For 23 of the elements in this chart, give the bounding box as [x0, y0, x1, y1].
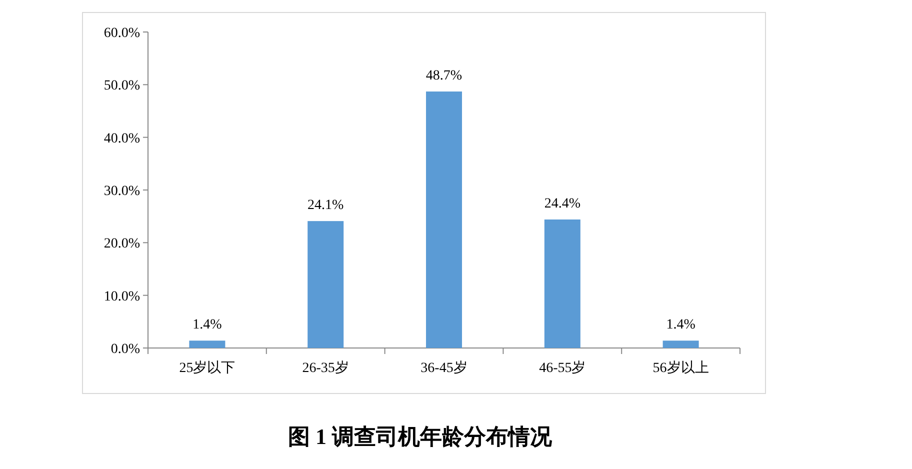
- y-tick-label: 40.0%: [104, 131, 140, 146]
- y-tick-label: 0.0%: [110, 342, 140, 357]
- bar: [662, 340, 699, 348]
- y-tick-label: 30.0%: [104, 184, 140, 199]
- bar: [308, 221, 344, 348]
- y-tick-label: 60.0%: [104, 26, 140, 41]
- bar: [544, 219, 580, 348]
- bar: [189, 340, 226, 348]
- y-tick-label: 10.0%: [104, 289, 140, 304]
- data-label: 24.4%: [544, 196, 581, 212]
- x-tick-label: 25岁以下: [179, 360, 236, 376]
- x-tick-label: 26-35岁: [302, 360, 349, 376]
- x-tick-label: 36-45岁: [420, 360, 468, 376]
- data-label: 48.7%: [426, 68, 462, 84]
- x-tick-label: 46-55岁: [539, 360, 586, 376]
- y-tick-label: 20.0%: [104, 236, 140, 252]
- data-label: 1.4%: [192, 318, 222, 333]
- y-tick-label: 50.0%: [104, 78, 140, 94]
- data-label: 24.1%: [308, 198, 344, 214]
- bar: [426, 92, 462, 348]
- data-label: 1.4%: [666, 318, 696, 333]
- x-tick-label: 56岁以上: [652, 360, 709, 376]
- text: 图 1 调查司机年龄分布情况: [288, 424, 553, 449]
